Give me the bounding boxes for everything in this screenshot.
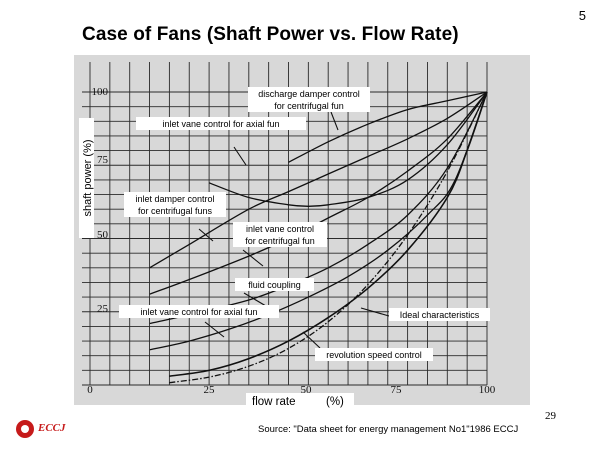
y-tick-label: 75 [97, 154, 109, 166]
x-tick-label: 0 [87, 384, 93, 396]
series-line-revolution-speed [169, 91, 488, 377]
x-axis-title-box [246, 393, 354, 408]
annotation-box [389, 308, 490, 321]
annotation-arrow [242, 249, 264, 267]
annotation-box [315, 348, 433, 361]
y-tick-label: 50 [97, 229, 109, 241]
annotation-box [248, 87, 370, 112]
footer-page-number: 29 [545, 410, 556, 422]
axis-ticks: 0 25 50 75 100 25 50 75 100 [87, 86, 496, 396]
y-tick-label: 25 [97, 303, 109, 315]
annotations: discharge damper control for centrifugal … [119, 87, 490, 361]
annotation-box [124, 192, 226, 217]
annotation-box [119, 305, 279, 318]
series-label-line: inlet vane control for axial fun [162, 119, 279, 129]
series-label-line: inlet vane control for axial fun [140, 307, 257, 317]
series-label-line: Ideal characteristics [400, 310, 480, 320]
x-axis-title: flow rate [252, 396, 295, 408]
x-tick-label: 100 [479, 384, 496, 396]
axis-titles: flow rate (%) shaft power (%) [79, 118, 354, 408]
series-label-line: for centrifugal fun [274, 101, 344, 111]
logo-text: ECCJ [38, 422, 66, 434]
series-line-inlet-damper-centrifugal [149, 91, 488, 269]
annotation-arrow [233, 146, 247, 166]
y-axis-title: shaft power (%) [82, 139, 94, 216]
series-label-line: inlet vane control [246, 224, 314, 234]
series-label-line: fluid coupling [248, 280, 301, 290]
series-label-line: inlet damper control [135, 194, 214, 204]
source-note: Source: "Data sheet for energy managemen… [258, 424, 519, 435]
annotation-box [235, 278, 314, 291]
annotation-box [233, 222, 327, 247]
series-line-discharge-damper [288, 91, 488, 163]
y-tick-label: 100 [92, 86, 109, 98]
eccj-logo: ECCJ [16, 420, 86, 440]
annotation-arrow [204, 321, 225, 338]
logo-mark-icon [16, 420, 34, 438]
annotation-box [136, 117, 306, 130]
x-tick-label: 25 [204, 384, 216, 396]
series-line-inlet-vane-axial-upper [208, 91, 488, 207]
series-lines [149, 91, 488, 384]
annotation-arrow [198, 228, 214, 242]
x-tick-label: 75 [391, 384, 403, 396]
series-label-line: revolution speed control [326, 350, 422, 360]
series-line-ideal [169, 91, 488, 384]
shaft-power-chart: 0 25 50 75 100 25 50 75 100 discharge damper con… [74, 55, 530, 408]
slide-title: Case of Fans (Shaft Power vs. Flow Rate) [82, 24, 459, 45]
series-line-inlet-vane-axial-lower [149, 91, 488, 351]
slide-number: 5 [578, 8, 586, 23]
x-axis-unit: (%) [326, 396, 344, 408]
series-label-line: for centrifugal fun [245, 236, 315, 246]
annotation-arrow [330, 111, 339, 131]
series-label-line: for centrifugal funs [138, 206, 213, 216]
annotation-arrow [302, 331, 321, 349]
annotation-arrow [360, 307, 390, 317]
series-label-line: discharge damper control [258, 89, 360, 99]
y-axis-title-box [79, 118, 94, 238]
series-line-inlet-vane-centrifugal [149, 91, 488, 295]
x-tick-label: 50 [301, 384, 313, 396]
